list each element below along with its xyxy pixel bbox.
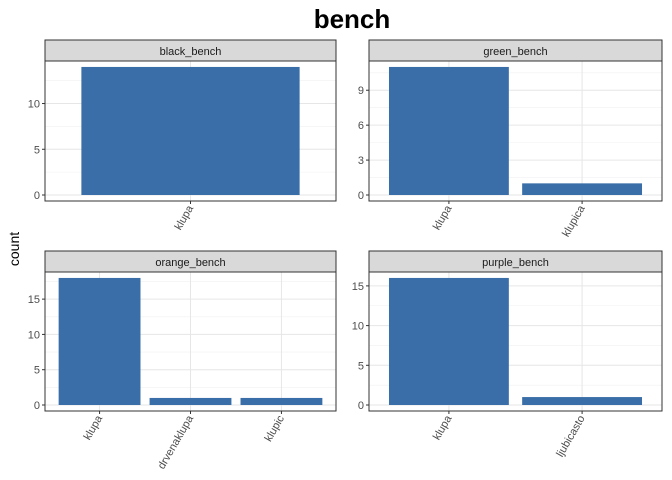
y-tick-label: 5 [34, 144, 40, 156]
facet-orange_bench: orange_bench 0 5 10 15 klupa drvenaklupa klupic [28, 250, 337, 472]
facet-strip-label: orange_bench [155, 257, 225, 269]
y-tick-label: 10 [28, 329, 40, 341]
bar-klupica [522, 183, 643, 195]
facet-green_bench: green_bench 0 3 6 9 klupa klupica [358, 39, 663, 239]
y-tick-label: 0 [358, 190, 364, 202]
y-tick-label: 3 [358, 155, 364, 167]
chart-title: bench [314, 4, 391, 34]
bar-klupa [388, 277, 509, 405]
x-tick-label: klupa [431, 413, 455, 443]
facet-black_bench: black_bench 0 5 10 klupa [28, 39, 337, 233]
y-axis-label: count [6, 232, 22, 266]
bar-klupic [240, 397, 323, 405]
panel-border [368, 60, 663, 202]
x-tick-label: klupic [263, 413, 288, 444]
panel-border [44, 60, 337, 202]
y-tick-label: 0 [358, 400, 364, 412]
bar-drvenaklupa [149, 397, 232, 405]
x-tick-label: klupica [560, 203, 588, 239]
bar-klupa [58, 277, 141, 405]
x-tick-label: klupa [173, 203, 197, 233]
facet-strip-label: black_bench [160, 46, 222, 58]
y-tick-label: 6 [358, 120, 364, 132]
facet-purple_bench: purple_bench 0 5 10 15 klupa ljubicasto [352, 250, 663, 460]
y-tick-label: 15 [352, 281, 364, 293]
facet-strip-label: green_bench [483, 46, 547, 58]
x-tick-label: klupa [82, 413, 106, 443]
x-tick-label: drvenaklupa [156, 413, 197, 472]
y-tick-label: 0 [34, 190, 40, 202]
bar-ljubicasto [522, 397, 643, 405]
panel-border [368, 271, 663, 412]
y-tick-label: 9 [358, 85, 364, 97]
y-tick-label: 5 [34, 365, 40, 377]
y-tick-label: 10 [28, 99, 40, 111]
y-tick-label: 5 [358, 360, 364, 372]
panel-border [44, 271, 337, 412]
y-tick-label: 0 [34, 400, 40, 412]
facet-strip-label: purple_bench [482, 257, 549, 269]
x-tick-label: ljubicasto [554, 414, 587, 460]
bar-klupa [81, 66, 300, 195]
bar-klupa [388, 66, 509, 195]
y-tick-label: 10 [352, 321, 364, 333]
x-tick-label: klupa [431, 203, 455, 233]
y-tick-label: 15 [28, 294, 40, 306]
facet-panels: black_bench 0 5 10 klupa green_bench 0 3 6 9 klupa… [28, 39, 663, 472]
